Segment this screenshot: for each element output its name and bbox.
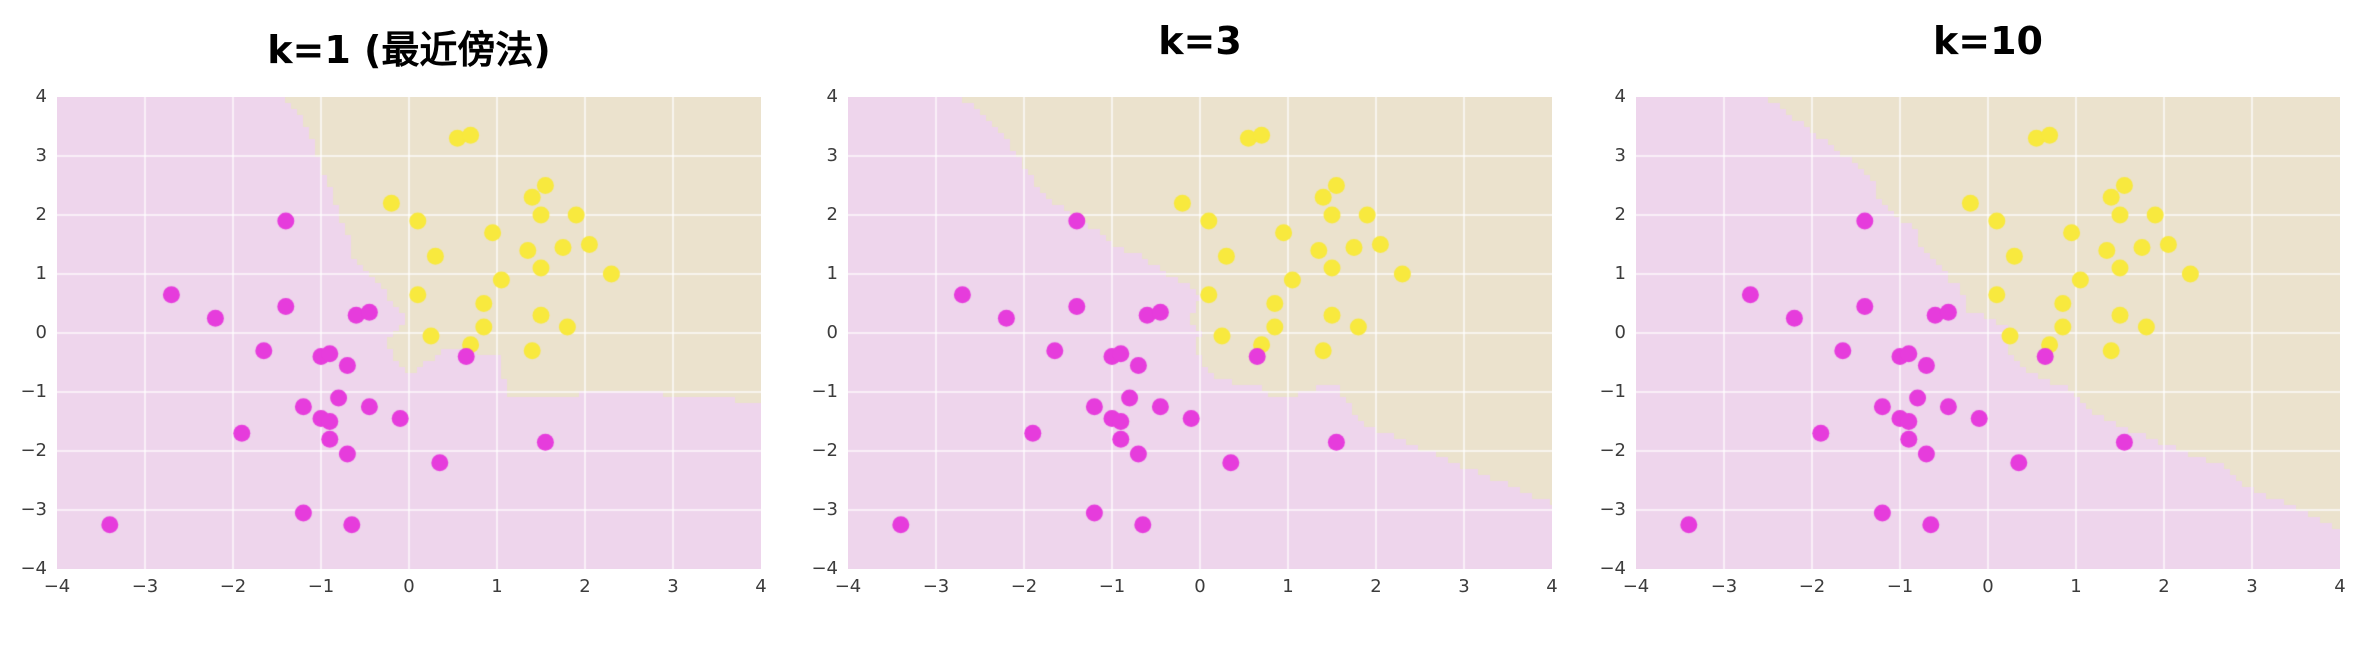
x-tick-label: 0: [1194, 576, 1206, 597]
x-tick-label: 2: [579, 576, 591, 597]
panel-title-k3: k=3: [1158, 19, 1242, 63]
x-tick-label: 4: [1546, 576, 1558, 597]
y-tick-label: 0: [35, 322, 47, 343]
decision-boundary-plot-k10: [1636, 97, 2340, 569]
y-tick-label: 2: [1614, 204, 1626, 225]
x-tick-label: −3: [1710, 576, 1738, 597]
x-tick-label: −1: [307, 576, 335, 597]
panel-k10: k=10 −4 −3 −2 −1 0 1 2 3 4 −4 −3 −2 −1 0 1 2 3 4: [1599, 19, 2345, 597]
y-tick-label: 3: [1614, 145, 1626, 166]
y-tick-label: −3: [20, 499, 47, 520]
y-tick-label: 0: [826, 322, 838, 343]
x-tick-label: 1: [2070, 576, 2082, 597]
x-tick-label: 1: [491, 576, 503, 597]
y-tick-label: −1: [811, 381, 838, 402]
x-tick-label: 0: [1982, 576, 1994, 597]
y-tick-label: 4: [1614, 86, 1626, 107]
x-tick-label: −1: [1098, 576, 1126, 597]
y-tick-label: −3: [811, 499, 838, 520]
y-tick-label: 2: [35, 204, 47, 225]
y-tick-label: 1: [35, 263, 47, 284]
y-tick-label: −4: [811, 558, 838, 579]
y-tick-label: 4: [826, 86, 838, 107]
y-tick-label: 3: [826, 145, 838, 166]
y-tick-label: −2: [20, 440, 47, 461]
y-tick-label: −1: [1599, 381, 1626, 402]
x-tick-label: −2: [1798, 576, 1826, 597]
x-tick-label: −3: [922, 576, 950, 597]
panel-k3: k=3 −4 −3 −2 −1 0 1 2 3 4 −4 −3 −2 −1 0 1 2 3 4: [811, 19, 1557, 597]
x-tick-label: 1: [1282, 576, 1294, 597]
x-tick-label: 3: [2246, 576, 2258, 597]
x-tick-label: 4: [755, 576, 767, 597]
x-tick-label: 3: [1458, 576, 1470, 597]
decision-boundary-plot-k3: [848, 97, 1552, 569]
decision-boundary-plot-k1: [57, 97, 761, 569]
y-tick-label: −3: [1599, 499, 1626, 520]
x-tick-label: 3: [667, 576, 679, 597]
x-tick-label: −4: [834, 576, 862, 597]
x-tick-label: −4: [43, 576, 71, 597]
x-tick-label: 0: [403, 576, 415, 597]
y-tick-label: 3: [35, 145, 47, 166]
y-tick-label: 4: [35, 86, 47, 107]
y-tick-label: −1: [20, 381, 47, 402]
y-tick-label: −2: [1599, 440, 1626, 461]
y-tick-label: 0: [1614, 322, 1626, 343]
x-tick-label: −1: [1886, 576, 1914, 597]
panel-k1: k=1 (最近傍法) −4 −3 −2 −1 0 1 2 3 4 −4 −3 −2 −1 0 1 2 3 4: [20, 28, 766, 597]
y-tick-label: 1: [826, 263, 838, 284]
y-tick-label: −4: [20, 558, 47, 579]
x-tick-label: −2: [219, 576, 247, 597]
x-tick-label: −4: [1622, 576, 1650, 597]
panel-title-k1: k=1 (最近傍法): [267, 28, 551, 72]
x-tick-label: 2: [2158, 576, 2170, 597]
x-tick-label: 4: [2334, 576, 2346, 597]
y-tick-label: −4: [1599, 558, 1626, 579]
x-tick-label: −3: [131, 576, 159, 597]
panel-title-k10: k=10: [1933, 19, 2043, 63]
x-tick-label: −2: [1010, 576, 1038, 597]
y-tick-label: −2: [811, 440, 838, 461]
x-tick-label: 2: [1370, 576, 1382, 597]
y-tick-label: 1: [1614, 263, 1626, 284]
y-tick-label: 2: [826, 204, 838, 225]
